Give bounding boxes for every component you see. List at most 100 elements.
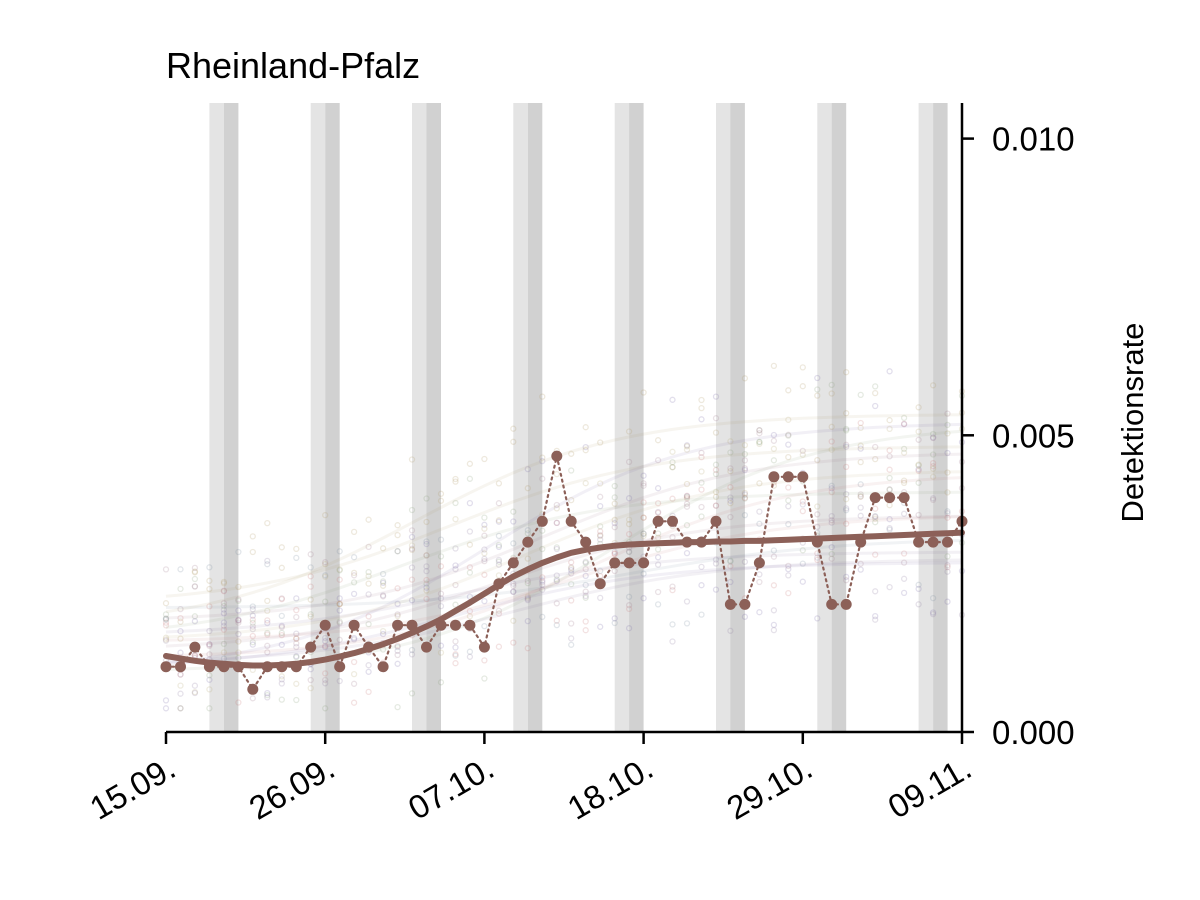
background-point — [437, 497, 445, 504]
background-point — [741, 511, 749, 519]
background-point — [597, 531, 604, 539]
background-point — [799, 578, 806, 585]
background-point — [698, 449, 705, 457]
background-point — [727, 438, 734, 445]
background-point — [452, 515, 459, 523]
background-point — [727, 563, 734, 570]
background-point — [872, 389, 879, 397]
background-point — [307, 611, 314, 618]
background-point — [857, 481, 864, 488]
background-point — [611, 519, 618, 527]
background-point — [278, 564, 285, 571]
background-point — [452, 652, 459, 659]
background-point — [379, 578, 387, 585]
background-point — [466, 653, 474, 660]
background-point — [510, 518, 517, 525]
background-point — [741, 375, 749, 382]
background-point — [582, 558, 589, 565]
background-point — [640, 532, 647, 540]
background-point — [814, 386, 821, 393]
background-point — [220, 578, 228, 586]
background-point — [929, 610, 937, 618]
background-point — [162, 566, 170, 573]
background-point — [206, 686, 213, 693]
background-point — [770, 431, 778, 439]
background-point — [814, 550, 821, 557]
background-point — [322, 511, 329, 519]
background-point — [857, 566, 864, 573]
background-point — [843, 573, 850, 581]
background-point — [495, 480, 503, 487]
background-point — [495, 643, 503, 650]
background-point — [350, 680, 358, 687]
background-point — [929, 463, 937, 470]
background-point — [872, 513, 879, 520]
background-point — [654, 509, 662, 516]
background-point — [495, 607, 503, 614]
background-point — [408, 533, 416, 541]
background-point — [597, 502, 604, 510]
background-point — [886, 502, 893, 509]
background-point — [235, 617, 242, 624]
background-point — [857, 560, 864, 567]
background-point — [524, 579, 531, 587]
background-point — [278, 629, 285, 637]
background-point — [249, 639, 256, 646]
background-point — [350, 699, 358, 706]
background-point — [886, 447, 893, 454]
background-point — [336, 566, 343, 573]
data-point — [175, 661, 186, 673]
background-point — [944, 510, 951, 517]
background-point — [206, 564, 213, 571]
background-trend-line — [165, 561, 963, 666]
background-point — [191, 568, 199, 575]
background-point — [466, 475, 474, 482]
background-point — [712, 415, 720, 422]
background-point — [625, 602, 633, 609]
background-point — [235, 619, 242, 626]
background-point — [322, 573, 329, 580]
data-point — [435, 619, 447, 631]
background-point — [654, 561, 662, 568]
background-point — [466, 613, 474, 620]
background-point — [712, 470, 720, 478]
background-point — [437, 642, 445, 649]
data-point — [189, 641, 201, 653]
background-point — [408, 690, 416, 697]
background-point — [843, 410, 850, 417]
background-point — [322, 680, 329, 687]
background-point — [278, 680, 285, 687]
background-point — [524, 593, 531, 600]
background-point — [814, 511, 821, 518]
background-point — [553, 572, 560, 579]
background-point — [640, 480, 647, 487]
background-point — [235, 607, 242, 614]
background-point — [264, 617, 271, 624]
background-point — [814, 556, 821, 564]
data-point — [724, 598, 736, 610]
background-point — [727, 465, 734, 472]
background-point — [495, 532, 503, 540]
background-point — [625, 625, 633, 632]
background-point — [235, 699, 242, 706]
main-series — [160, 450, 968, 695]
data-point — [305, 641, 317, 653]
data-point — [623, 557, 635, 569]
background-point — [220, 588, 228, 595]
background-point — [220, 606, 228, 613]
background-point — [524, 577, 531, 584]
background-point — [350, 590, 358, 598]
background-point — [539, 393, 546, 400]
background-point — [683, 522, 691, 529]
background-point — [611, 516, 618, 523]
background-point — [872, 515, 879, 522]
background-point — [698, 454, 705, 461]
background-point — [727, 449, 734, 456]
background-point — [264, 694, 271, 701]
background-point — [365, 591, 372, 598]
background-point — [539, 586, 546, 593]
data-point — [421, 641, 432, 653]
background-point — [683, 598, 691, 605]
data-point — [290, 661, 302, 673]
background-point — [365, 516, 372, 523]
